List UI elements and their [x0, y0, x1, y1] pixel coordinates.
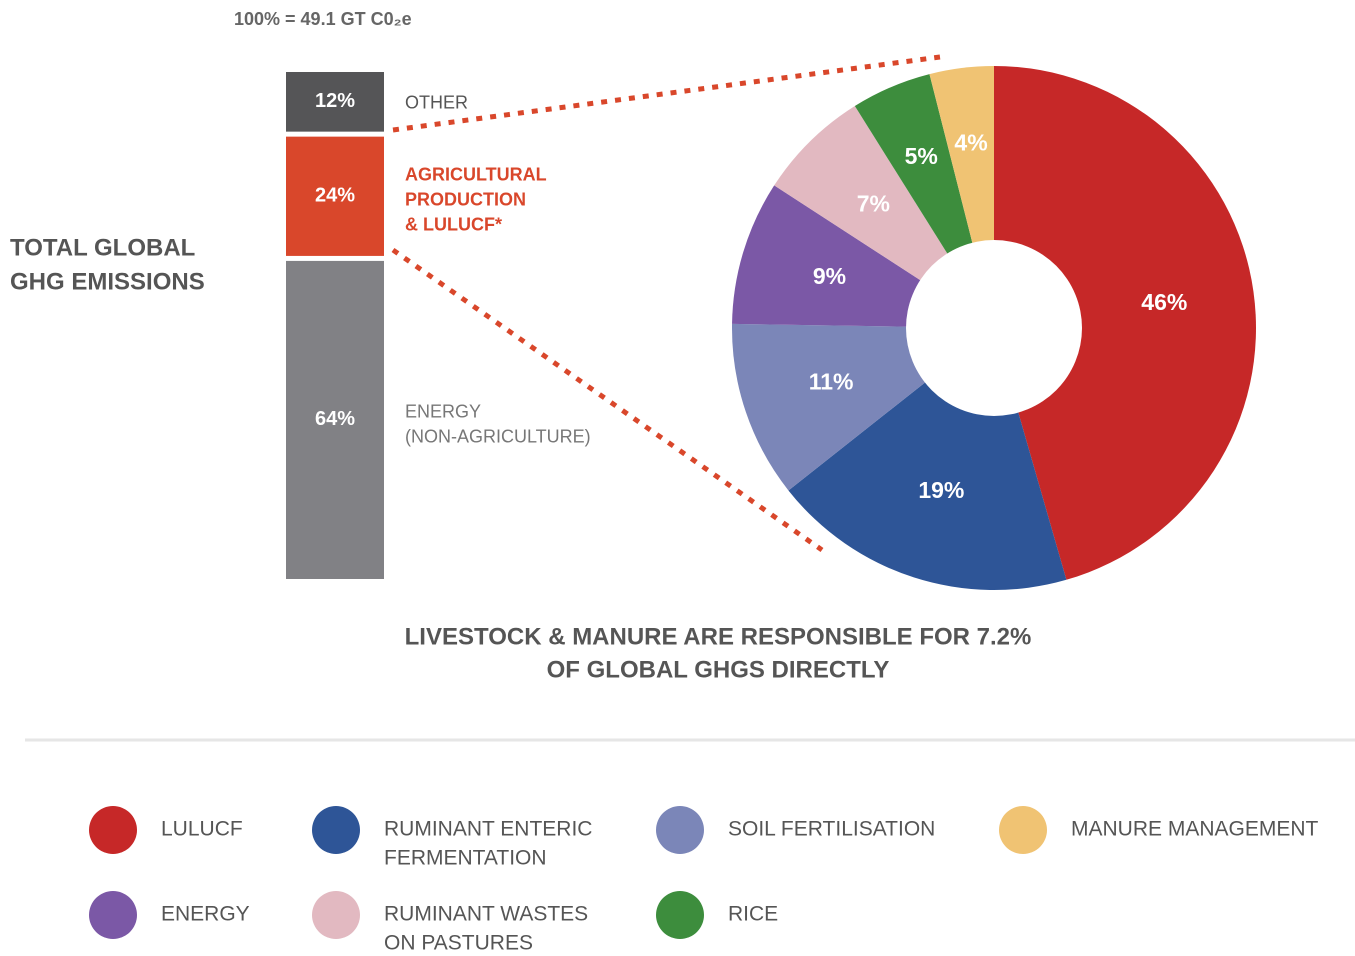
value-label: 64%	[315, 408, 355, 430]
legend-swatch	[89, 891, 137, 939]
legend-label: ON PASTURES	[384, 932, 533, 955]
legend-label: RICE	[728, 903, 778, 926]
connector-line	[391, 247, 824, 553]
annotation: OF GLOBAL GHGS DIRECTLY	[547, 656, 890, 683]
axis-label: TOTAL GLOBAL	[10, 234, 195, 261]
bar-segment	[286, 72, 384, 132]
legend-swatch	[312, 891, 360, 939]
value-label: 46%	[1141, 289, 1187, 315]
donut-hole	[906, 240, 1082, 416]
value-label: 12%	[315, 90, 355, 112]
legend-label: RUMINANT WASTES	[384, 903, 588, 926]
pie-slice	[994, 66, 1256, 580]
legend-label: SOIL FERTILISATION	[728, 818, 935, 841]
legend-label: LULUCF	[161, 818, 243, 841]
value-label: 9%	[813, 263, 846, 289]
segment-label: AGRICULTURAL	[405, 164, 547, 184]
value-label: 24%	[315, 185, 355, 207]
legend-label: ENERGY	[161, 903, 250, 926]
legend-swatch	[312, 806, 360, 854]
legend-swatch	[999, 806, 1047, 854]
bar-segment	[286, 260, 384, 579]
legend-swatch	[89, 806, 137, 854]
bar-segment	[286, 136, 384, 256]
legend-label: FERMENTATION	[384, 847, 547, 870]
value-label: 5%	[905, 143, 938, 169]
axis-label: GHG EMISSIONS	[10, 268, 205, 295]
value-label: 11%	[809, 368, 854, 394]
segment-label: PRODUCTION	[405, 189, 526, 209]
segment-label: & LULUCF*	[405, 214, 502, 234]
value-label: 4%	[954, 130, 987, 156]
value-label: 7%	[857, 191, 890, 217]
value-label: 19%	[918, 477, 964, 503]
bar-title: 100% = 49.1 GT C0₂e	[234, 9, 412, 29]
legend-swatch	[656, 806, 704, 854]
annotation: LIVESTOCK & MANURE ARE RESPONSIBLE FOR 7…	[405, 623, 1032, 650]
segment-label: OTHER	[405, 93, 468, 113]
legend-label: MANURE MANAGEMENT	[1071, 818, 1319, 841]
segment-label: (NON-AGRICULTURE)	[405, 427, 591, 447]
legend-swatch	[656, 891, 704, 939]
legend-label: RUMINANT ENTERIC	[384, 818, 592, 841]
segment-label: ENERGY	[405, 402, 481, 422]
